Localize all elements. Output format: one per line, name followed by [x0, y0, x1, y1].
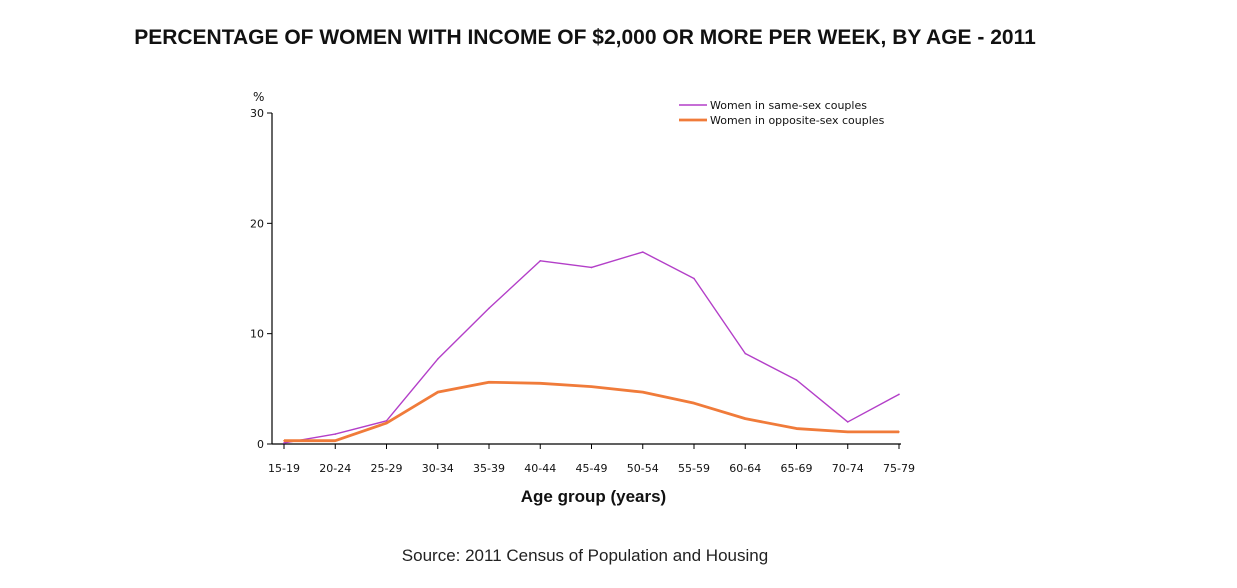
data-point	[436, 358, 439, 360]
legend-label: Women in opposite-sex couples	[710, 114, 885, 127]
data-point	[744, 352, 747, 355]
data-point	[488, 307, 490, 310]
data-point	[846, 421, 849, 423]
legend: Women in same-sex couples Women in opposi…	[679, 99, 885, 127]
axes: 0 10 20 30% 15-19 20-24 25-29 30-34 35-39 40-44 45…	[250, 90, 915, 506]
x-tick-label: 15-19	[268, 462, 300, 475]
data-point	[488, 381, 490, 384]
data-point	[795, 379, 798, 381]
x-tick-label: 65-69	[781, 462, 813, 475]
data-point	[590, 385, 593, 388]
data-point	[436, 391, 439, 393]
x-tick-label: 35-39	[473, 462, 505, 475]
data-point	[385, 422, 388, 424]
data-point	[283, 439, 285, 442]
chart-title: PERCENTAGE OF WOMEN WITH INCOME OF $2,00…	[134, 26, 1036, 49]
y-tick-label: 10	[250, 328, 264, 341]
legend-label: Women in same-sex couples	[710, 99, 867, 112]
data-point	[846, 431, 849, 433]
data-point	[693, 402, 695, 404]
x-tick-label: 45-49	[576, 462, 608, 475]
data-point	[539, 382, 542, 385]
data-point	[744, 417, 747, 420]
data-point	[693, 277, 695, 280]
data-point	[641, 391, 644, 393]
x-tick-label: 20-24	[319, 462, 351, 475]
data-point	[539, 260, 542, 262]
x-tick-label: 50-54	[627, 462, 659, 475]
data-point	[334, 439, 337, 442]
data-point	[590, 266, 593, 269]
y-tick-label: 0	[257, 438, 264, 451]
x-tick-label: 70-74	[832, 462, 864, 475]
x-tick-label: 55-59	[678, 462, 710, 475]
x-tick-label: 75-79	[883, 462, 915, 475]
y-axis-unit-label: %	[253, 90, 264, 104]
data-point	[641, 251, 644, 253]
x-tick-label: 40-44	[524, 462, 556, 475]
series-line-1	[283, 251, 900, 444]
data-point	[283, 442, 285, 444]
y-tick-label: 30	[250, 107, 264, 120]
data-point	[898, 393, 900, 396]
x-tick-label: 30-34	[422, 462, 454, 475]
source-note: Source: 2011 Census of Population and Ho…	[401, 546, 769, 565]
x-tick-label: 25-29	[371, 462, 403, 475]
y-tick-label: 20	[250, 217, 264, 230]
data-point	[898, 431, 900, 433]
data-point	[795, 427, 798, 430]
x-tick-label: 60-64	[729, 462, 761, 475]
series-layer	[283, 251, 900, 444]
data-point	[334, 433, 337, 435]
x-axis-title: Age group (years)	[521, 487, 666, 506]
series-line-2	[284, 380, 899, 443]
